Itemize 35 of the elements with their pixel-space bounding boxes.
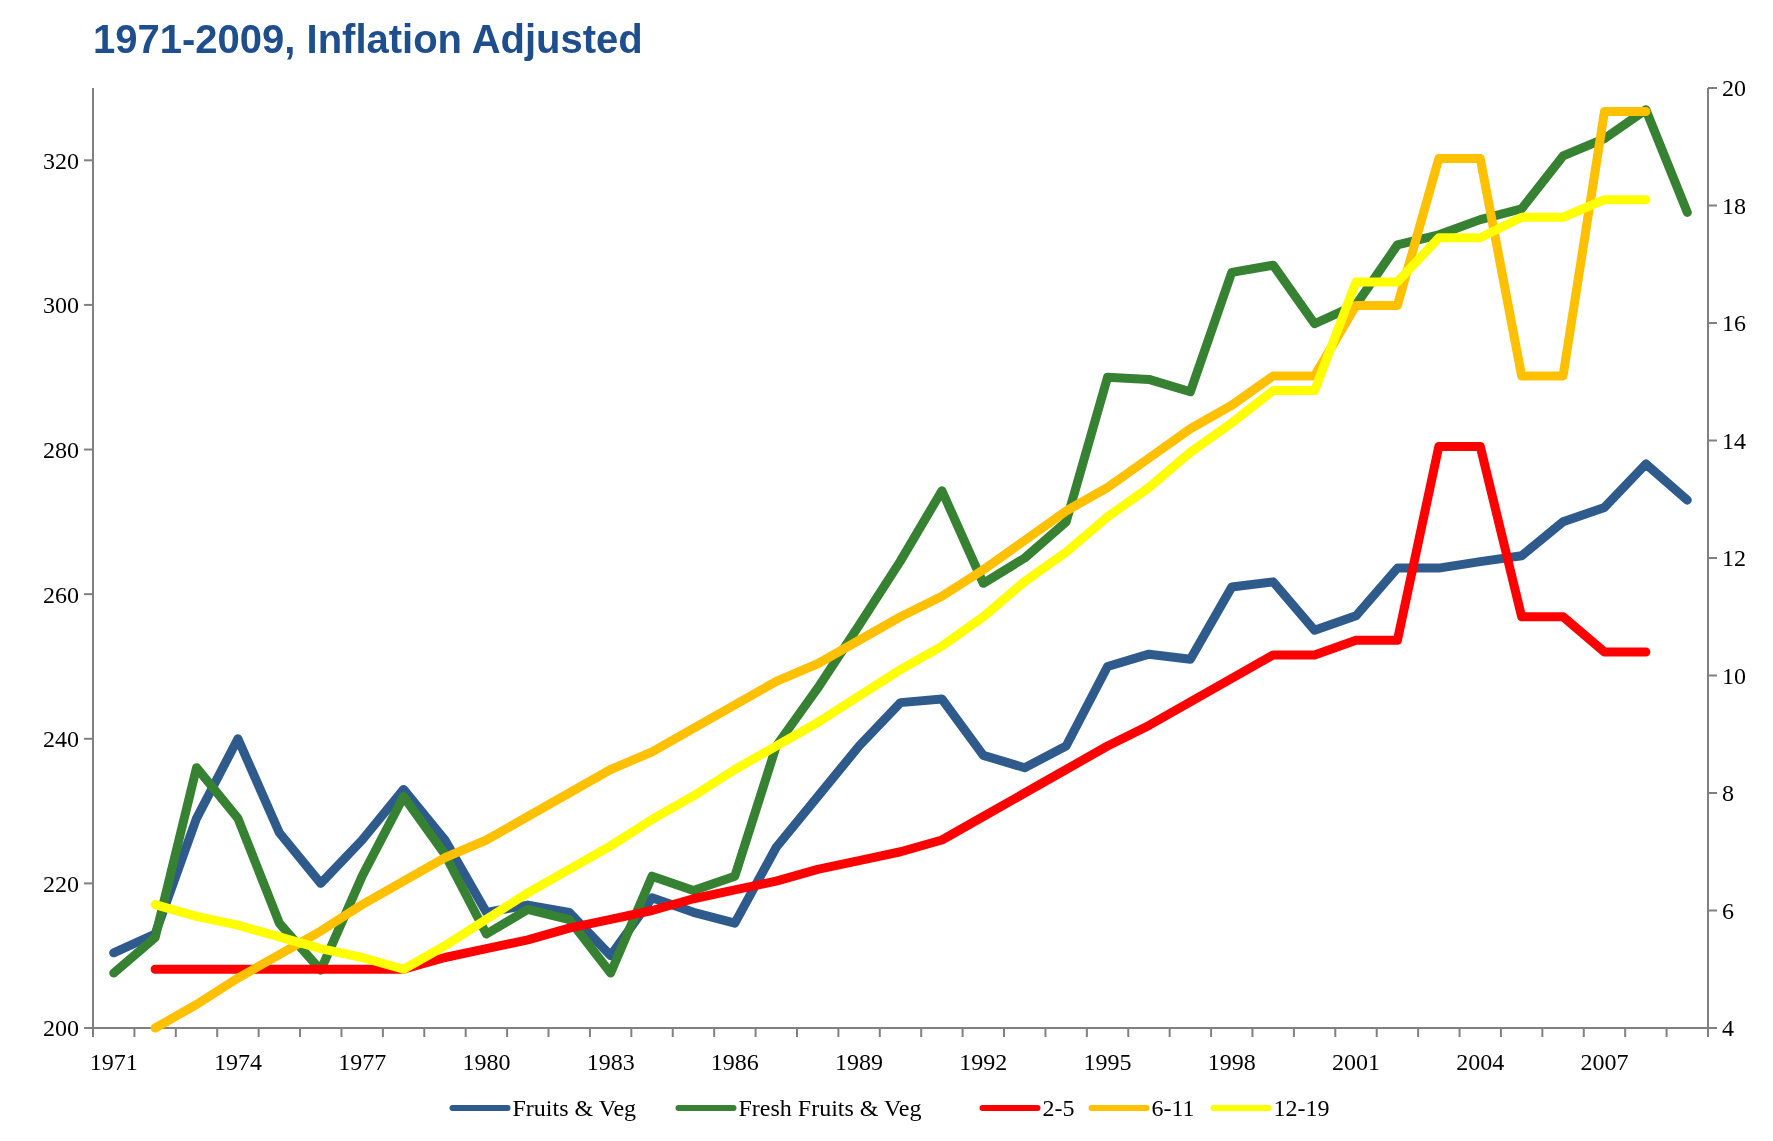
y2-tick-label: 6 xyxy=(1722,897,1734,924)
x-tick-label: 1974 xyxy=(213,1049,262,1075)
x-tick-label: 1995 xyxy=(1083,1049,1132,1075)
y-tick-label: 280 xyxy=(43,436,79,463)
y-tick-label: 200 xyxy=(43,1015,79,1042)
x-tick-label: 1983 xyxy=(586,1049,635,1075)
x-tick-label: 2001 xyxy=(1332,1049,1381,1075)
x-tick-label: 1992 xyxy=(959,1049,1008,1075)
legend-label: Fresh Fruits & Veg xyxy=(738,1095,922,1122)
x-tick-label: 1989 xyxy=(835,1049,884,1075)
y-tick-label: 300 xyxy=(43,292,79,319)
legend-label: 2-5 xyxy=(1042,1095,1075,1122)
y-tick-label: 240 xyxy=(43,726,79,753)
legend-label: 12-19 xyxy=(1273,1095,1330,1122)
x-tick-label: 2004 xyxy=(1456,1049,1505,1075)
y-tick-label: 260 xyxy=(43,581,79,608)
x-tick-label: 1980 xyxy=(462,1049,511,1075)
x-tick-label: 2007 xyxy=(1580,1049,1629,1075)
y2-tick-label: 12 xyxy=(1722,545,1746,572)
y2-tick-label: 10 xyxy=(1722,662,1746,689)
x-tick-label: 1986 xyxy=(710,1049,759,1075)
x-tick-label: 1971 xyxy=(89,1049,138,1075)
chart-title: 1971-2009, Inflation Adjusted xyxy=(93,17,643,61)
x-tick-label: 1998 xyxy=(1207,1049,1256,1075)
y2-tick-label: 16 xyxy=(1722,310,1746,337)
y2-tick-label: 4 xyxy=(1722,1015,1734,1042)
x-tick-label: 1977 xyxy=(338,1049,387,1075)
legend-label: Fruits & Veg xyxy=(512,1095,637,1122)
y2-tick-label: 14 xyxy=(1722,427,1746,454)
y2-tick-label: 8 xyxy=(1722,780,1734,807)
y-tick-label: 220 xyxy=(43,870,79,897)
y-tick-label: 320 xyxy=(43,147,79,174)
legend-label: 6-11 xyxy=(1151,1095,1195,1122)
y2-tick-label: 20 xyxy=(1722,75,1746,102)
y2-tick-label: 18 xyxy=(1722,192,1746,219)
